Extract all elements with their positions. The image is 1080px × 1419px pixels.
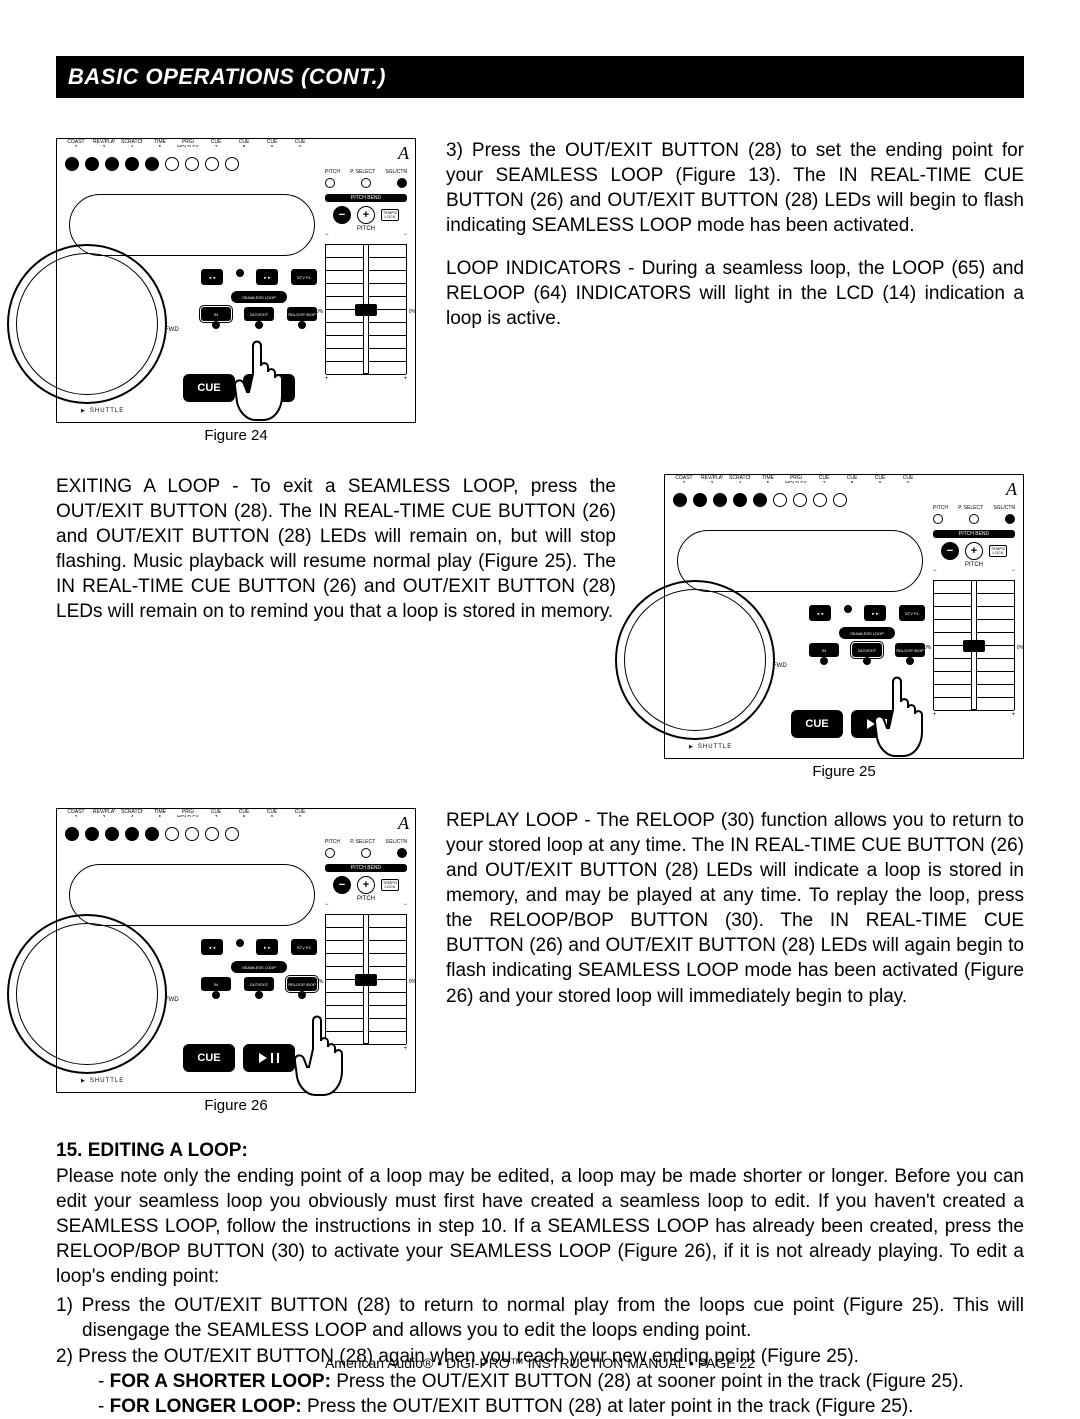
edit-2a-lead: FOR A SHORTER LOOP: xyxy=(110,1371,331,1392)
edit-step-1: 1) Press the OUT/EXIT BUTTON (28) to ret… xyxy=(56,1293,1024,1343)
para-loop-indicators: LOOP INDICATORS - During a seamless loop… xyxy=(446,256,1024,331)
device-panel-26: A COAST2REV/PLAY3SCRATCH4TIME5PRG/ HOLD … xyxy=(56,808,416,1093)
para-replay: REPLAY LOOP - The RELOOP (30) function a… xyxy=(446,808,1024,1009)
hand-icon xyxy=(285,1009,355,1099)
replay-body: - The RELOOP (30) function allows you to… xyxy=(446,810,1024,1007)
section-header: BASIC OPERATIONS (CONT.) xyxy=(56,56,1024,98)
figure-26-caption: Figure 26 xyxy=(204,1097,267,1114)
para-exiting: EXITING A LOOP - To exit a SEAMLESS LOOP… xyxy=(56,474,616,624)
edit-step-2a: - FOR A SHORTER LOOP: Press the OUT/EXIT… xyxy=(56,1369,1024,1394)
row-1: A COAST2REV/PLAY3SCRATCH4TIME5PRG/ HOLD … xyxy=(56,138,1024,444)
edit-2a-body: Press the OUT/EXIT BUTTON (28) at sooner… xyxy=(331,1371,964,1392)
edit-step-2b: - FOR LONGER LOOP: Press the OUT/EXIT BU… xyxy=(56,1394,1024,1419)
loop-ind-lead: LOOP INDICATORS xyxy=(446,258,621,279)
figure-26-block: A COAST2REV/PLAY3SCRATCH4TIME5PRG/ HOLD … xyxy=(56,808,416,1114)
device-panel-24: A COAST2REV/PLAY3SCRATCH4TIME5PRG/ HOLD … xyxy=(56,138,416,423)
row2-text: EXITING A LOOP - To exit a SEAMLESS LOOP… xyxy=(56,474,616,624)
figure-24-block: A COAST2REV/PLAY3SCRATCH4TIME5PRG/ HOLD … xyxy=(56,138,416,444)
editing-loop-intro: Please note only the ending point of a l… xyxy=(56,1164,1024,1289)
page-footer: American Audio® • DIGI-PRO™ INSTRUCTION … xyxy=(0,1355,1080,1371)
hand-icon xyxy=(225,334,295,424)
row3-text: REPLAY LOOP - The RELOOP (30) function a… xyxy=(446,808,1024,1009)
row-3: A COAST2REV/PLAY3SCRATCH4TIME5PRG/ HOLD … xyxy=(56,808,1024,1114)
row1-text: 3) Press the OUT/EXIT BUTTON (28) to set… xyxy=(446,138,1024,332)
replay-lead: REPLAY LOOP xyxy=(446,810,578,831)
edit-2b-lead: FOR LONGER LOOP: xyxy=(110,1396,302,1417)
exit-lead: EXITING A LOOP xyxy=(56,476,220,497)
cue-button: CUE xyxy=(791,710,843,738)
para-step3: 3) Press the OUT/EXIT BUTTON (28) to set… xyxy=(446,138,1024,238)
device-panel-25: A COAST2REV/PLAY3SCRATCH4TIME5PRG/ HOLD … xyxy=(664,474,1024,759)
row-2: EXITING A LOOP - To exit a SEAMLESS LOOP… xyxy=(56,474,1024,780)
cue-button: CUE xyxy=(183,1044,235,1072)
figure-25-caption: Figure 25 xyxy=(812,763,875,780)
exit-body: - To exit a SEAMLESS LOOP, press the OUT… xyxy=(56,476,616,622)
editing-loop-title: 15. EDITING A LOOP: xyxy=(56,1140,1024,1162)
figure-24-caption: Figure 24 xyxy=(204,427,267,444)
hand-icon xyxy=(865,670,935,760)
section-header-text: BASIC OPERATIONS (CONT.) xyxy=(68,64,386,89)
edit-2b-body: Press the OUT/EXIT BUTTON (28) at later … xyxy=(302,1396,914,1417)
figure-25-block: A COAST2REV/PLAY3SCRATCH4TIME5PRG/ HOLD … xyxy=(664,474,1024,780)
